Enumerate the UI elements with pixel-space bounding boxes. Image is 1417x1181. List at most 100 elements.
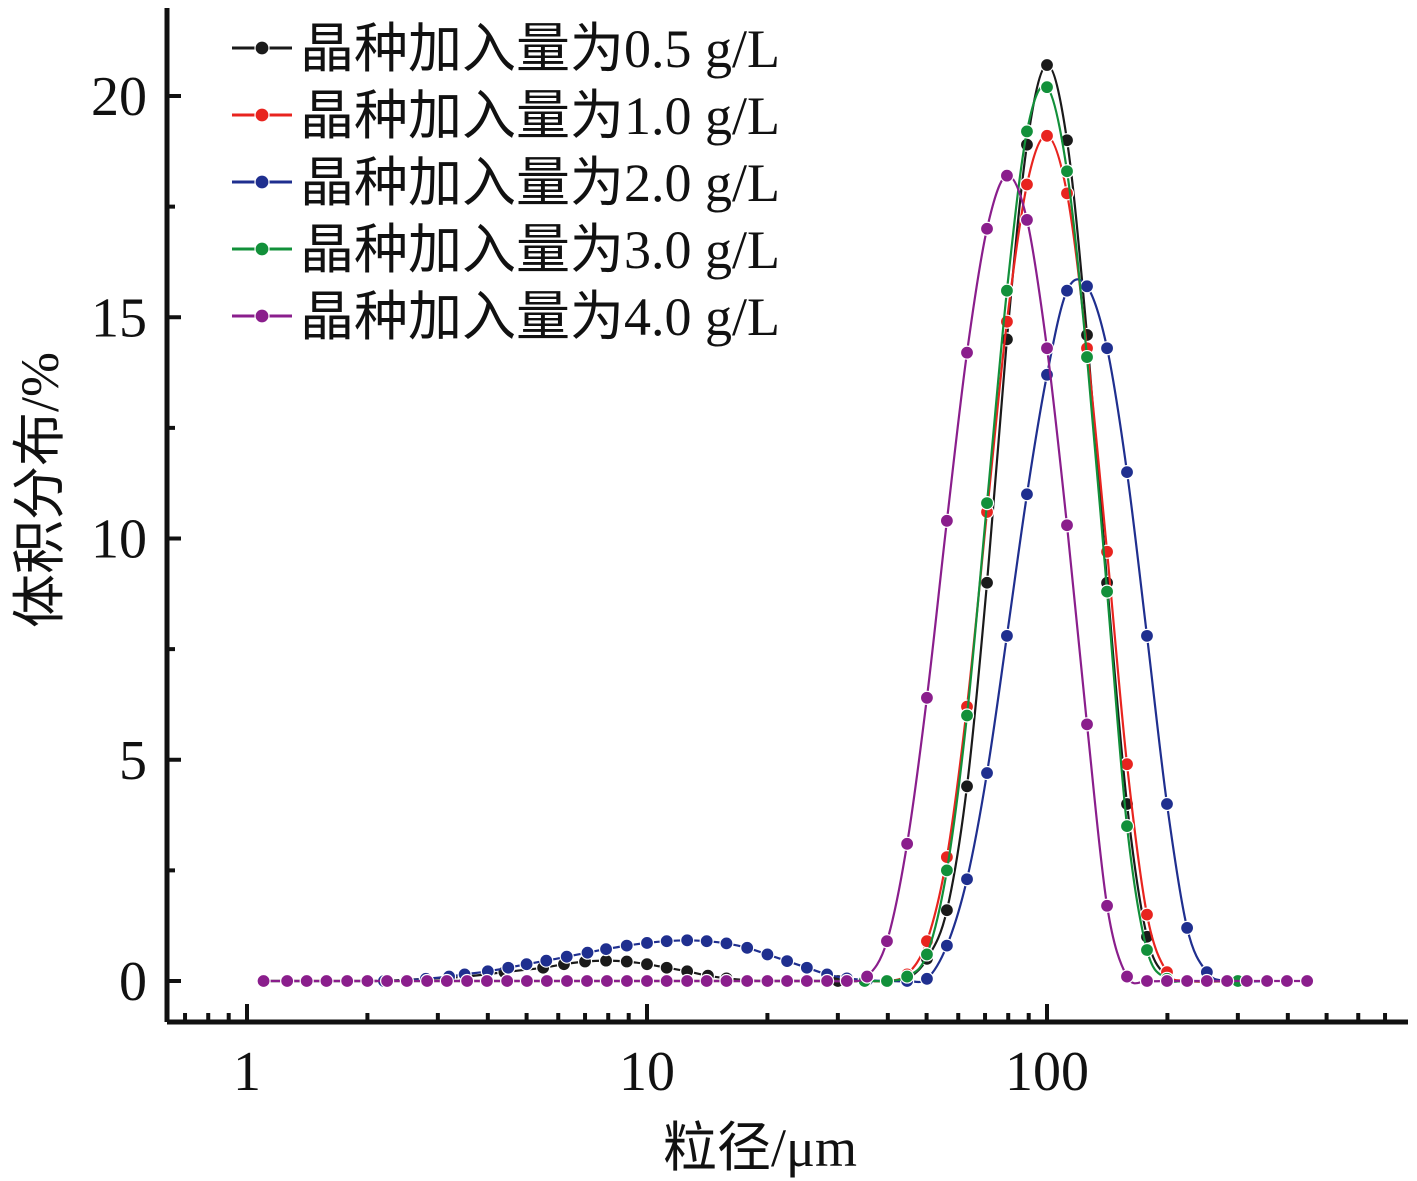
series-4-point [1119,819,1135,834]
series-5-point [1059,518,1075,533]
series-3-point [919,971,935,986]
series-3-point [1059,283,1075,298]
x-tick-label-10: 10 [619,1041,675,1103]
legend-item-2: 晶种加入量为1.0 g/L [232,86,780,146]
series-5-point [1179,973,1195,989]
series-1-point [619,954,634,969]
series-5-point [280,973,295,989]
series-5-point [1019,212,1035,227]
legend-label: 晶种加入量为1.0 g/L [300,86,780,146]
series-4-point [1019,124,1035,139]
series-3 [256,278,1275,989]
legend-label: 晶种加入量为2.0 g/L [300,153,780,213]
legend-item-1: 晶种加入量为0.5 g/L [232,19,780,79]
series-3-point [1099,341,1115,356]
series-3-point [539,953,554,968]
series-5-point [900,836,915,851]
series-4-point [1039,80,1055,95]
series-4-point [979,496,995,511]
series-3-point [1119,465,1135,480]
series-5-point [1259,973,1275,989]
series-5 [256,168,1315,989]
series-5-point [419,973,435,989]
series-5-point [639,973,655,989]
series-5-point [939,513,954,528]
legend-swatch-marker [254,107,270,123]
series-1-point [659,960,674,975]
series-5-point [399,973,414,989]
series-layer [256,57,1315,989]
series-5-point [379,973,395,989]
series-5-point [1099,898,1115,913]
series-5-point [999,168,1015,183]
series-5-point [719,973,734,989]
series-5-point [559,973,575,989]
series-4-point [1079,349,1095,365]
series-3-point [799,960,814,975]
series-3-point [580,945,595,960]
series-4-point [879,973,895,989]
series-3-point [699,934,714,949]
legend-label: 晶种加入量为0.5 g/L [300,19,780,79]
series-5-point [360,973,375,989]
series-1-point [939,903,954,918]
series-4-point [1059,164,1075,179]
series-5-point [799,973,814,989]
series-5-point [256,973,271,989]
series-3-point [979,765,995,781]
series-4-point [1099,584,1115,599]
series-5-point [619,973,635,989]
series-1-point [1039,57,1055,73]
series-3-point [619,938,634,953]
y-tick-label-10: 10 [91,509,147,571]
legend-swatch-marker [254,174,270,190]
series-5-point [680,973,695,989]
series-4 [256,80,1245,989]
series-5-point [599,973,615,989]
series-5-point [439,973,454,989]
y-tick-label-20: 20 [91,66,147,128]
series-3-point [1079,279,1095,294]
series-5-point [839,973,854,989]
x-axis-title: 粒径/μm [663,1118,857,1178]
series-3-point [519,957,534,972]
axes-layer [164,8,1408,1025]
series-3-point [719,936,734,951]
series-3-point [779,953,795,969]
series-3-point [659,934,674,949]
series-5-point [760,973,775,989]
ticks-layer: 0 5 10 15 20 1 10 100 [91,66,1388,1103]
series-5-point [299,973,314,989]
series-3-point [939,938,954,953]
series-5-point [699,973,714,989]
series-2-point [1039,128,1055,143]
series-2-point [939,849,954,865]
series-5-point [479,973,495,989]
series-4-point [919,947,935,962]
legend-item-4: 晶种加入量为3.0 g/L [232,220,780,280]
legend-label: 晶种加入量为4.0 g/L [300,287,780,347]
series-1-point [1059,133,1075,148]
series-5-point [879,934,895,949]
series-5-point [1199,973,1214,989]
series-5-point [1279,973,1295,989]
series-5-point [1139,973,1155,989]
series-3-point [559,949,574,964]
series-3-point [639,935,655,951]
series-3-point [740,940,755,955]
series-5-point [1239,973,1254,989]
series-3-point [598,942,614,957]
y-axis-title: 体积分布/% [10,352,70,628]
series-5-point [1119,969,1135,984]
series-5-point [1159,973,1175,989]
series-3-point [1179,920,1195,936]
series-3-point [760,947,775,962]
series-1-point [959,779,975,794]
series-4-point [900,969,915,984]
series-5-point [859,969,875,984]
series-3-point [1139,628,1155,643]
legend: 晶种加入量为0.5 g/L 晶种加入量为1.0 g/L 晶种加入量为2.0 g/L 晶… [232,19,780,347]
series-5-point [959,345,975,360]
series-3-point [501,960,516,975]
series-5-point [740,973,755,989]
